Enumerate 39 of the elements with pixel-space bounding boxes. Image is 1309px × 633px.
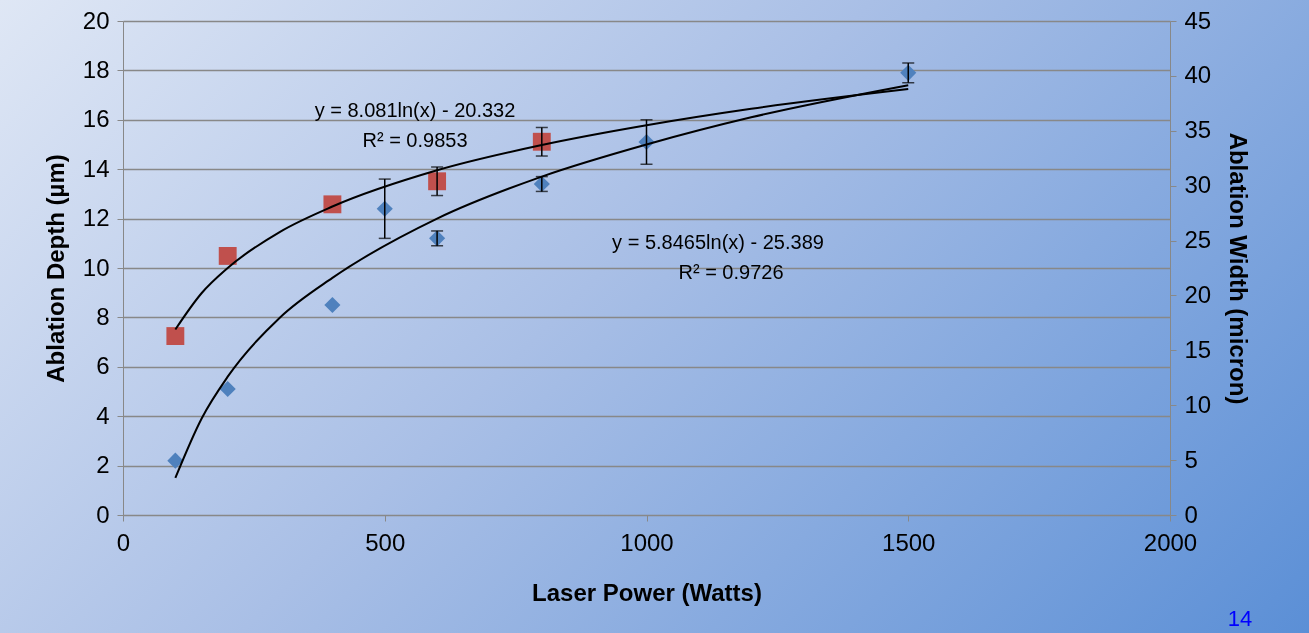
x-axis-title: Laser Power (Watts) bbox=[532, 578, 762, 606]
y2-tick-label: 30 bbox=[1184, 171, 1212, 199]
annotation: R² = 0.9726 bbox=[678, 261, 784, 283]
y-tick-label: 12 bbox=[82, 204, 110, 232]
annotation: y = 8.081ln(x) - 20.332 bbox=[314, 99, 516, 121]
x-tick-label: 2000 bbox=[1143, 528, 1198, 556]
y-tick-label: 18 bbox=[82, 55, 110, 83]
y-tick-label: 10 bbox=[82, 253, 110, 281]
point bbox=[167, 452, 184, 469]
y-tick-label: 4 bbox=[96, 401, 110, 429]
y2-tick-label: 15 bbox=[1184, 335, 1212, 363]
point bbox=[324, 296, 341, 314]
y2-tick-label: 35 bbox=[1184, 116, 1212, 144]
text: 14 bbox=[1227, 606, 1253, 631]
y2-axis-title: Ablation Width (micron) bbox=[1225, 132, 1253, 405]
x-tick-label: 0 bbox=[116, 528, 131, 556]
point bbox=[218, 246, 237, 265]
y-tick-label: 8 bbox=[96, 302, 110, 330]
y-axis-title: Ablation Depth (µm) bbox=[41, 154, 69, 383]
y2-tick-label: 20 bbox=[1184, 280, 1212, 308]
y2-tick-label: 5 bbox=[1184, 445, 1198, 473]
y2-tick-label: 0 bbox=[1184, 500, 1198, 528]
y2-tick-label: 25 bbox=[1184, 226, 1212, 254]
x-tick-label: 500 bbox=[365, 528, 406, 556]
annotation: R² = 0.9853 bbox=[362, 129, 468, 151]
x-tick-label: 1500 bbox=[882, 528, 936, 556]
x-tick-label: 1000 bbox=[620, 528, 674, 556]
y-tick-label: 14 bbox=[82, 154, 110, 182]
y2-tick-label: 10 bbox=[1184, 390, 1212, 418]
y-tick-label: 16 bbox=[82, 105, 110, 133]
point bbox=[219, 380, 236, 398]
annotation: y = 5.8465ln(x) - 25.389 bbox=[612, 231, 824, 253]
y-tick-label: 6 bbox=[96, 352, 110, 380]
y-tick-label: 20 bbox=[82, 6, 110, 34]
y-tick-label: 2 bbox=[96, 451, 110, 479]
y2-tick-label: 45 bbox=[1184, 6, 1212, 34]
y-tick-label: 0 bbox=[96, 500, 110, 528]
point bbox=[166, 327, 185, 346]
y2-tick-label: 40 bbox=[1184, 61, 1212, 89]
